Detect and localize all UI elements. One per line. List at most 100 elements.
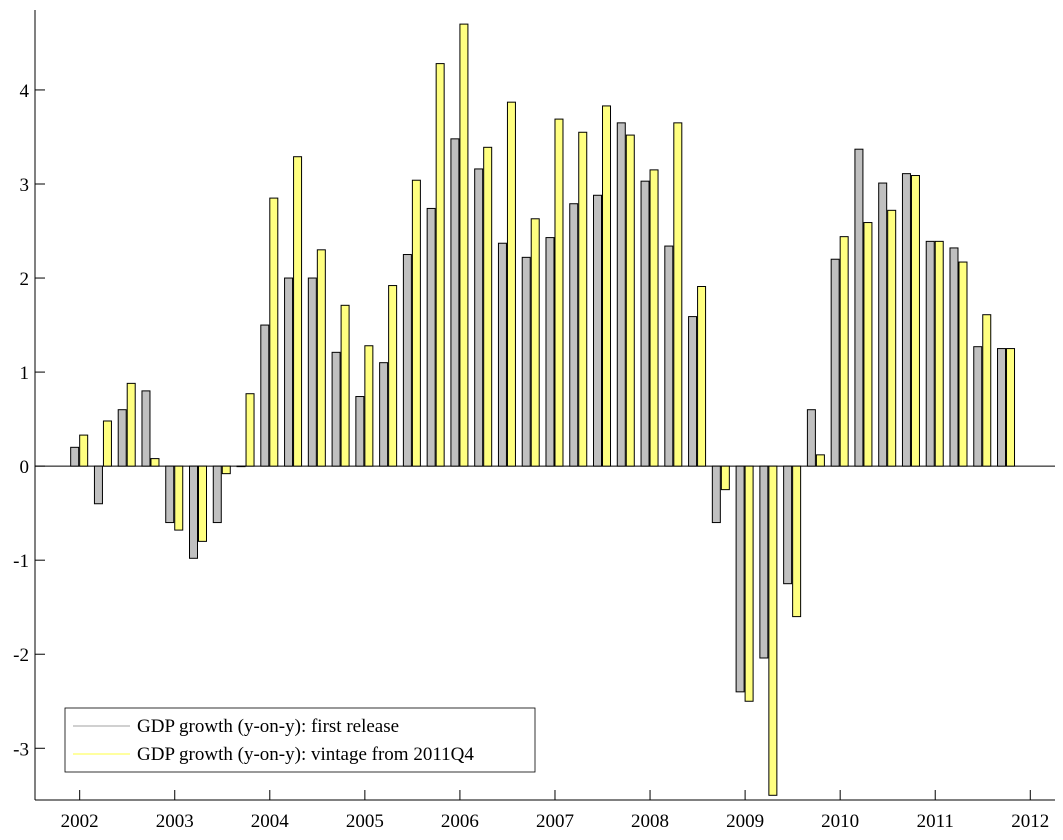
y-tick-label: -1 <box>13 551 29 572</box>
bar <box>720 465 730 491</box>
bar <box>783 465 793 585</box>
bar <box>102 420 112 467</box>
bar <box>411 179 421 467</box>
bar <box>340 304 350 467</box>
bar <box>806 409 816 467</box>
x-tick-label: 2005 <box>346 811 384 832</box>
y-tick-label: 0 <box>20 457 30 478</box>
y-tick-label: -2 <box>13 645 29 666</box>
bar <box>1006 348 1016 467</box>
x-tick-label: 2002 <box>61 811 99 832</box>
x-tick-label: 2004 <box>251 811 290 832</box>
bar <box>355 396 365 467</box>
bar <box>174 465 184 531</box>
bar <box>474 168 484 467</box>
bar <box>331 351 341 467</box>
x-tick-label: 2012 <box>1011 811 1049 832</box>
bar <box>221 465 231 475</box>
bar <box>260 324 270 467</box>
bar <box>569 203 579 467</box>
bar <box>973 346 983 467</box>
bar <box>70 446 80 467</box>
bar <box>578 131 588 467</box>
bar <box>117 409 127 467</box>
bar <box>673 122 683 467</box>
bar <box>293 156 303 467</box>
bar <box>744 465 754 702</box>
bar <box>364 345 374 467</box>
x-tick-label: 2008 <box>631 811 669 832</box>
bar <box>830 258 840 467</box>
bar <box>925 240 935 467</box>
bar <box>189 465 199 559</box>
bar <box>269 197 279 467</box>
bar <box>839 236 849 467</box>
bar <box>688 316 698 467</box>
bar <box>863 222 873 467</box>
bar <box>483 146 493 467</box>
x-tick-label: 2009 <box>726 811 764 832</box>
bar <box>212 465 222 524</box>
bar <box>459 23 469 467</box>
bar <box>126 382 136 467</box>
x-tick-label: 2011 <box>917 811 954 832</box>
bar <box>934 240 944 467</box>
bar <box>236 465 246 468</box>
bar <box>910 175 920 467</box>
bar <box>402 254 412 467</box>
bar <box>435 63 445 467</box>
y-tick-label: -3 <box>13 739 29 760</box>
bar <box>450 138 460 467</box>
bar <box>79 434 89 467</box>
bar <box>316 249 326 467</box>
y-tick-label: 3 <box>20 175 30 196</box>
y-tick-label: 4 <box>20 81 30 102</box>
bar <box>521 256 531 467</box>
bar <box>245 393 255 467</box>
bar <box>198 465 208 542</box>
bar <box>545 237 555 467</box>
bar <box>602 105 612 467</box>
bar <box>165 465 175 524</box>
bar <box>426 207 436 467</box>
bar <box>625 134 635 467</box>
bar <box>307 277 317 467</box>
x-tick-label: 2007 <box>536 811 574 832</box>
bar <box>497 242 507 467</box>
bar <box>997 348 1007 467</box>
bar <box>379 362 389 467</box>
bar <box>854 148 864 467</box>
bar <box>958 261 968 467</box>
x-tick-label: 2003 <box>156 811 194 832</box>
bar <box>530 218 540 467</box>
legend-label: GDP growth (y-on-y): vintage from 2011Q4 <box>137 744 474 765</box>
bar <box>901 173 911 467</box>
bar <box>792 465 802 618</box>
bar <box>388 285 398 467</box>
legend-label: GDP growth (y-on-y): first release <box>137 716 399 737</box>
bar <box>759 465 769 659</box>
bar <box>887 209 897 467</box>
bar <box>616 122 626 467</box>
legend-box <box>64 707 536 773</box>
x-tick-label: 2006 <box>441 811 479 832</box>
bar <box>284 277 294 467</box>
bar <box>697 286 707 467</box>
bar <box>640 180 650 467</box>
bar <box>711 465 721 524</box>
bar <box>649 169 659 467</box>
y-tick-label: 2 <box>20 269 30 290</box>
bar <box>768 465 778 796</box>
bar <box>949 247 959 467</box>
bar <box>664 245 674 467</box>
bar <box>878 182 888 467</box>
bar <box>506 101 516 467</box>
legend: GDP growth (y-on-y): first release GDP gr… <box>64 707 536 773</box>
bar <box>141 390 151 467</box>
bar <box>593 194 603 467</box>
y-tick-label: 1 <box>20 363 30 384</box>
bar <box>735 465 745 693</box>
bar <box>982 314 992 467</box>
bar <box>93 465 103 505</box>
